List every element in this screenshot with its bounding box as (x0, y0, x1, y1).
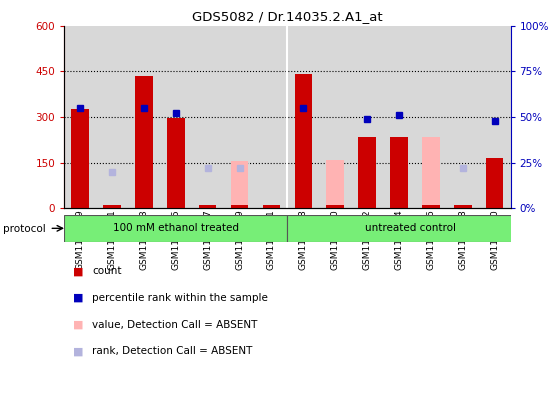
Bar (326, 205, 344, 208)
Bar (390, 137, 408, 208)
Title: GDS5082 / Dr.14035.2.A1_at: GDS5082 / Dr.14035.2.A1_at (192, 10, 383, 23)
Text: protocol: protocol (3, 224, 46, 234)
Text: untreated control: untreated control (364, 223, 456, 233)
Bar (103, 205, 121, 208)
Bar (454, 205, 472, 208)
Text: percentile rank within the sample: percentile rank within the sample (92, 293, 268, 303)
Bar (231, 205, 248, 208)
Bar (263, 205, 280, 208)
Text: ■: ■ (73, 266, 83, 276)
Bar (199, 205, 217, 208)
Text: ■: ■ (73, 346, 83, 356)
Bar (287, 215, 527, 242)
Text: value, Detection Call = ABSENT: value, Detection Call = ABSENT (92, 320, 257, 330)
Bar (135, 76, 153, 208)
Bar (103, 205, 121, 208)
Bar (295, 74, 312, 208)
Text: count: count (92, 266, 122, 276)
Bar (422, 205, 440, 208)
Bar (231, 161, 248, 208)
Text: rank, Detection Call = ABSENT: rank, Detection Call = ABSENT (92, 346, 252, 356)
Text: ■: ■ (73, 320, 83, 330)
Bar (71, 109, 89, 208)
Bar (167, 118, 185, 208)
Bar (64, 215, 287, 242)
Bar (486, 158, 503, 208)
Bar (199, 205, 217, 208)
Bar (326, 160, 344, 208)
Text: 100 mM ethanol treated: 100 mM ethanol treated (113, 223, 239, 233)
Text: ■: ■ (73, 293, 83, 303)
Bar (422, 137, 440, 208)
Bar (454, 205, 472, 208)
Bar (358, 137, 376, 208)
